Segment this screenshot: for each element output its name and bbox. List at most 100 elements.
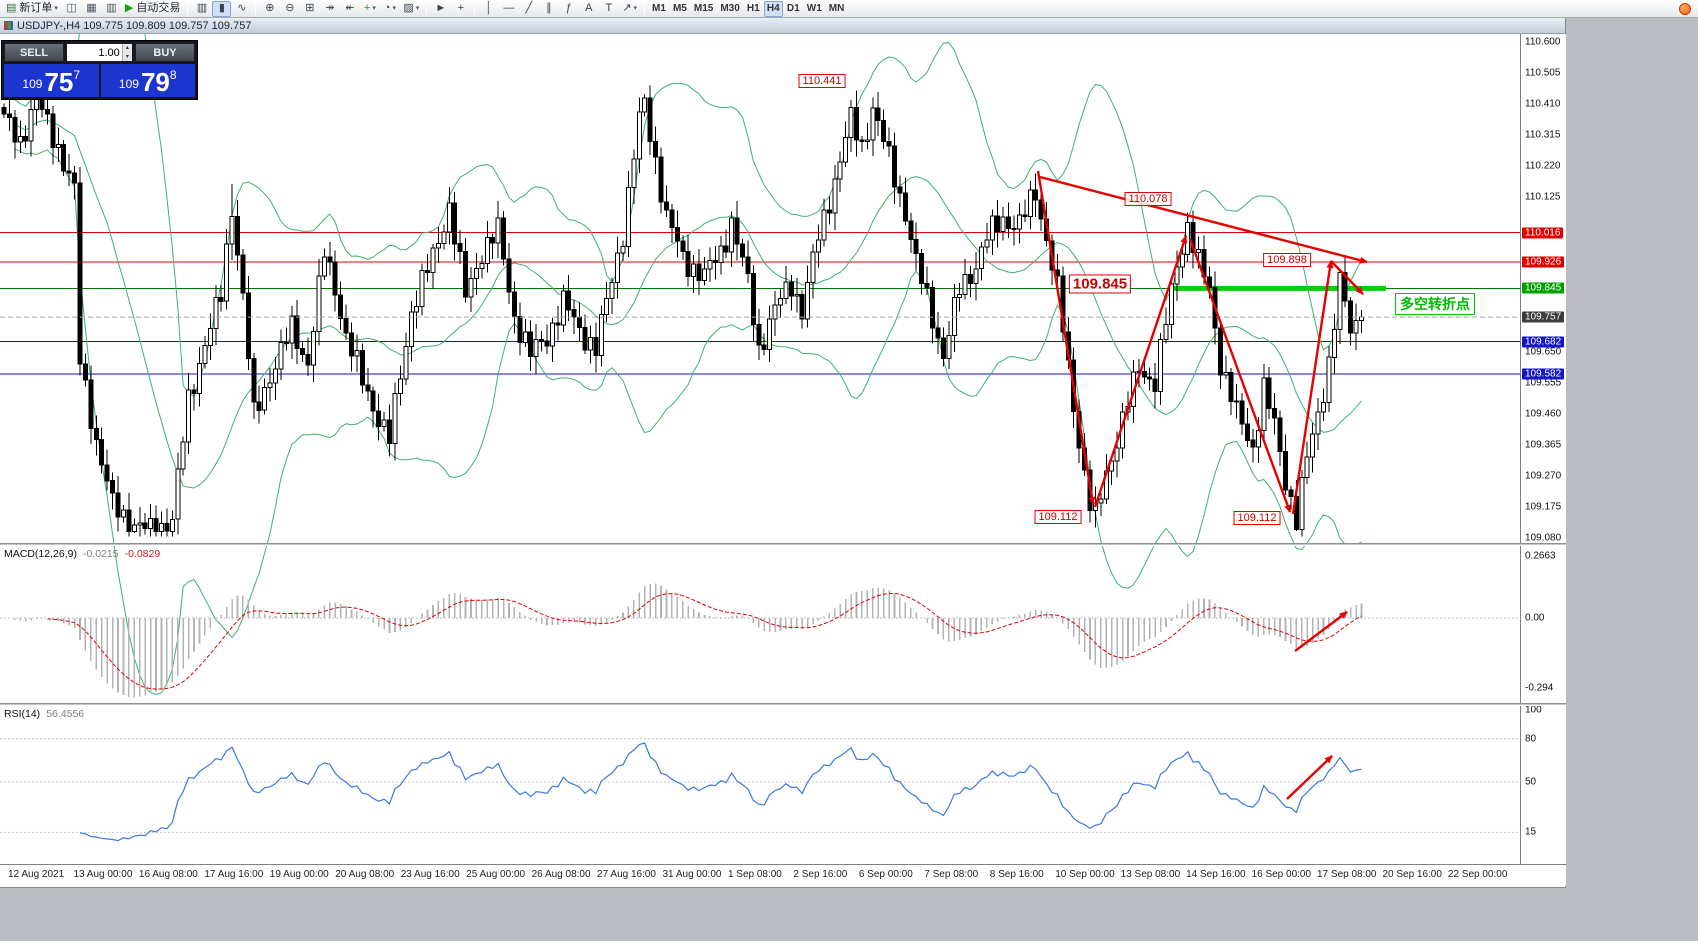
- line-chart-icon: ∿: [237, 2, 247, 14]
- price-tick: 109.080: [1525, 532, 1562, 544]
- periods-button[interactable]: ◔ ▾: [380, 1, 399, 17]
- sell-button[interactable]: SELL: [4, 43, 64, 62]
- timeframe-h1-button[interactable]: H1: [746, 2, 760, 14]
- price-annotation: 109.845: [1068, 274, 1132, 294]
- macd-label: MACD(12,26,9) -0.0215 -0.0829: [4, 548, 161, 560]
- cursor-icon: ►: [435, 2, 447, 14]
- auto-trading-icon: ▶: [124, 2, 134, 14]
- indicators-button[interactable]: + ▾: [360, 1, 379, 17]
- text-label-button[interactable]: T: [599, 1, 618, 17]
- navigator-button[interactable]: ▥: [102, 1, 121, 17]
- chart-icon: [4, 21, 13, 30]
- buy-button[interactable]: BUY: [135, 43, 195, 62]
- chevron-down-icon: ▾: [392, 5, 396, 12]
- rsi-scale-tick: 80: [1525, 733, 1537, 745]
- charts-window-icon: ◫: [66, 2, 77, 14]
- bar-chart-button[interactable]: ▥: [192, 1, 211, 17]
- time-tick: 20 Sep 16:00: [1382, 869, 1442, 880]
- price-tick: 109.270: [1525, 470, 1562, 482]
- chart-shift-button[interactable]: ↞: [340, 1, 359, 17]
- time-tick: 23 Aug 16:00: [400, 869, 460, 880]
- text-button[interactable]: A: [579, 1, 598, 17]
- arrows-tool-icon: ↗: [622, 2, 632, 14]
- timeframe-m15-button[interactable]: M15: [693, 2, 714, 14]
- chevron-down-icon: ▾: [415, 5, 420, 12]
- candlestick-chart-icon: ▮: [218, 2, 225, 14]
- market-watch-button[interactable]: ▦: [82, 1, 101, 17]
- rsi-scale-tick: 50: [1525, 776, 1537, 788]
- zoom-out-button[interactable]: ⊖: [280, 1, 299, 17]
- chevron-down-icon: ▾: [633, 5, 638, 12]
- line-chart-button[interactable]: ∿: [232, 1, 251, 17]
- rsi-line: [79, 742, 1362, 842]
- auto-trading-button[interactable]: ▶ 自动交易: [122, 1, 183, 17]
- sell-price-sup: 7: [73, 68, 81, 82]
- timeframe-m5-button[interactable]: M5: [672, 2, 687, 14]
- market-watch-icon: ▦: [86, 2, 97, 14]
- macd-scale-tick: 0.00: [1525, 612, 1545, 624]
- fibonacci-icon: ƒ: [565, 2, 572, 14]
- chevron-down-icon: ▾: [372, 5, 376, 12]
- timeframe-mn-button[interactable]: MN: [828, 2, 845, 14]
- timeframe-d1-button[interactable]: D1: [786, 2, 800, 14]
- price-tick: 110.315: [1525, 129, 1561, 141]
- price-chart[interactable]: [0, 34, 1520, 864]
- time-tick: 13 Aug 00:00: [73, 869, 133, 880]
- volume-input[interactable]: [67, 44, 122, 61]
- time-tick: 27 Aug 16:00: [597, 869, 656, 880]
- time-tick: 26 Aug 08:00: [531, 869, 591, 880]
- time-tick: 2 Sep 16:00: [793, 869, 848, 880]
- volume-up-icon[interactable]: ▴: [122, 44, 132, 53]
- tile-windows-button[interactable]: ⊞: [300, 1, 319, 17]
- time-tick: 14 Sep 16:00: [1186, 869, 1246, 880]
- price-tick: 109.175: [1525, 501, 1562, 513]
- price-scale[interactable]: 110.600 110.505 110.410 110.315 110.220 110.1…: [1520, 34, 1566, 864]
- auto-scroll-icon: ↠: [325, 2, 335, 14]
- timeframe-m30-button[interactable]: M30: [720, 2, 740, 14]
- pane-separator[interactable]: [0, 703, 1566, 706]
- sell-price-display[interactable]: 109 75 7: [4, 64, 99, 97]
- horizontal-line-button[interactable]: ―: [499, 1, 518, 17]
- vertical-line-button[interactable]: │: [479, 1, 498, 17]
- auto-scroll-button[interactable]: ↠: [320, 1, 339, 17]
- crosshair-button[interactable]: +: [451, 1, 470, 17]
- bar-chart-icon: ▥: [196, 2, 208, 14]
- volume-down-icon[interactable]: ▾: [122, 52, 132, 61]
- price-annotation: 110.078: [1124, 192, 1172, 206]
- periods-icon: ◔: [383, 2, 391, 14]
- cursor-button[interactable]: ►: [431, 1, 450, 17]
- charts-window-button[interactable]: ◫: [62, 1, 81, 17]
- time-axis[interactable]: 12 Aug 2021 13 Aug 00:00 16 Aug 08:00 17 Au…: [0, 864, 1566, 886]
- timeframe-m1-button[interactable]: M1: [652, 2, 666, 14]
- trend-arrows: [1036, 170, 1368, 800]
- fibonacci-button[interactable]: ƒ: [559, 1, 578, 17]
- timeframe-h4-button[interactable]: H4: [763, 0, 783, 17]
- buy-price-display[interactable]: 109 79 8: [100, 64, 195, 97]
- candlestick-chart-button[interactable]: ▮: [212, 0, 232, 17]
- trendline-button[interactable]: ╱: [519, 1, 538, 17]
- equidistant-channel-button[interactable]: ∥: [539, 1, 558, 17]
- price-tick: 110.505: [1525, 67, 1561, 79]
- price-annotation: 109.112: [1034, 510, 1082, 524]
- new-order-icon: ▤: [6, 2, 17, 14]
- chart-area[interactable]: 110.600 110.505 110.410 110.315 110.220 110.1…: [0, 34, 1566, 886]
- turning-point-note: 多空转折点: [1395, 293, 1475, 315]
- price-level-box: 110.016: [1522, 227, 1564, 239]
- rsi-scale-tick: 15: [1525, 826, 1537, 838]
- sell-price-prefix: 109: [22, 77, 43, 91]
- new-order-button[interactable]: ▤ 新订单 ▾: [3, 1, 61, 17]
- toolbar-separator: [255, 2, 257, 15]
- chevron-down-icon: ▾: [54, 5, 58, 12]
- zoom-in-button[interactable]: ⊕: [260, 1, 279, 17]
- notification-icon[interactable]: [1679, 2, 1691, 15]
- price-tick: 109.460: [1525, 408, 1562, 420]
- macd-scale-tick: 0.2663: [1525, 550, 1556, 562]
- toolbar-separator: [426, 2, 428, 15]
- bollinger-lower: [14, 148, 1362, 695]
- templates-button[interactable]: ▨ ▾: [400, 1, 422, 17]
- pane-separator[interactable]: [0, 543, 1566, 546]
- arrows-tool-button[interactable]: ↗ ▾: [619, 1, 640, 17]
- timeframe-w1-button[interactable]: W1: [806, 2, 822, 14]
- templates-icon: ▨: [403, 2, 414, 14]
- time-tick: 10 Sep 00:00: [1055, 869, 1115, 880]
